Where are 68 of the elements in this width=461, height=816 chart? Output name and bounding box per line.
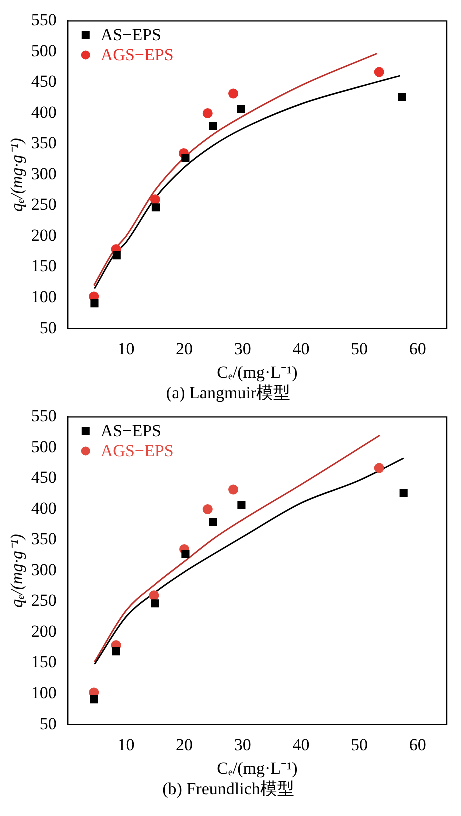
x-tick-label: 50 <box>351 735 368 754</box>
point <box>374 67 384 78</box>
point <box>400 489 408 498</box>
point <box>152 204 160 212</box>
y-tick-label: 400 <box>31 498 57 518</box>
point <box>374 463 384 474</box>
line-series <box>94 458 405 666</box>
y-tick-label: 150 <box>31 652 57 672</box>
point <box>228 484 239 495</box>
x-axis-title: Cₑ/(mg·L⁻¹) <box>217 758 298 778</box>
point <box>202 108 213 118</box>
y-tick-label: 350 <box>31 134 57 153</box>
y-tick-label: 400 <box>31 102 57 122</box>
point <box>228 88 239 99</box>
y-tick-label: 550 <box>31 10 57 30</box>
point <box>209 122 218 130</box>
point <box>90 300 99 308</box>
y-tick-label: 50 <box>40 318 57 338</box>
point <box>151 600 160 608</box>
point <box>149 590 160 601</box>
y-tick-label: 150 <box>31 256 57 276</box>
y-tick-label: 350 <box>31 530 57 549</box>
x-tick-label: 10 <box>118 339 135 358</box>
y-tick-label: 50 <box>40 714 57 734</box>
x-tick-label: 30 <box>234 735 252 754</box>
y-tick-label: 200 <box>31 226 57 245</box>
y-tick-label: 300 <box>31 560 57 580</box>
point <box>209 518 218 526</box>
x-tick-label: 40 <box>292 339 310 358</box>
point <box>112 648 120 656</box>
y-tick-label: 300 <box>31 164 57 184</box>
y-tick-label: 100 <box>31 288 57 307</box>
point <box>398 93 406 102</box>
y-tick-label: 500 <box>31 41 57 60</box>
x-tick-label: 40 <box>292 735 310 754</box>
y-axis-title: qₑ/(mg·g⁻¹) <box>8 534 27 608</box>
y-tick-label: 250 <box>31 195 57 214</box>
x-tick-label: 10 <box>118 735 135 754</box>
y-axis-title: qₑ/(mg·g⁻¹) <box>8 138 27 212</box>
point <box>202 504 213 514</box>
x-tick-label: 30 <box>234 339 252 358</box>
text: (a) Langmuir模型 <box>166 383 291 402</box>
x-tick-label: 50 <box>351 339 368 358</box>
y-tick-label: 100 <box>31 684 57 703</box>
point <box>182 550 190 558</box>
legend-label: AS−EPS <box>100 422 162 441</box>
legend-label: AGS−EPS <box>100 442 174 461</box>
legend-label: AS−EPS <box>100 26 162 45</box>
x-tick-label: 20 <box>176 339 194 358</box>
y-tick-label: 450 <box>31 468 57 488</box>
point <box>237 105 246 114</box>
x-tick-label: 60 <box>409 339 426 358</box>
point <box>238 501 246 510</box>
line-series <box>94 75 402 290</box>
y-tick-label: 550 <box>31 406 57 426</box>
y-tick-label: 200 <box>31 622 57 641</box>
y-tick-label: 500 <box>31 437 57 456</box>
y-tick-label: 450 <box>31 72 57 92</box>
point <box>182 154 190 162</box>
x-tick-label: 60 <box>409 735 426 754</box>
y-tick-label: 250 <box>31 591 57 610</box>
point <box>112 252 121 260</box>
legend-label: AGS−EPS <box>100 46 174 65</box>
x-axis-title: Cₑ/(mg·L⁻¹) <box>217 362 298 382</box>
point <box>150 194 160 205</box>
text: (b) Freundlich模型 <box>162 779 294 798</box>
x-tick-label: 20 <box>176 735 194 754</box>
point <box>90 696 98 704</box>
